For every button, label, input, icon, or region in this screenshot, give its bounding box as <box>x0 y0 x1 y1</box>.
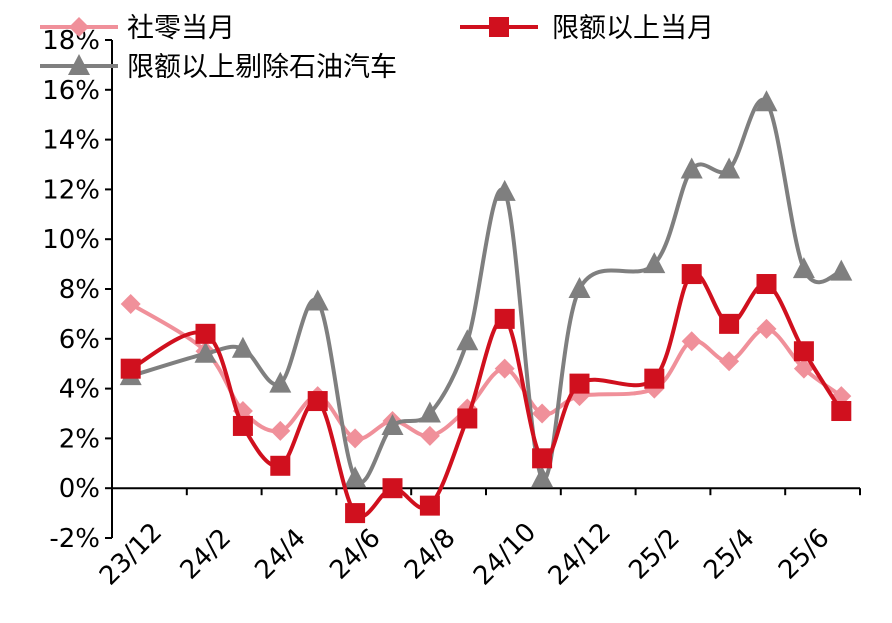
data-point <box>793 358 814 379</box>
data-point <box>831 401 852 422</box>
legend-label: 限额以上当月 <box>552 13 714 44</box>
data-point <box>644 368 665 389</box>
data-point <box>457 408 478 429</box>
data-point <box>756 318 777 339</box>
data-point <box>345 503 366 524</box>
x-tick-label: 24/6 <box>324 523 387 586</box>
data-point <box>531 466 554 488</box>
data-point <box>681 331 702 352</box>
data-point <box>456 329 479 351</box>
data-point <box>494 308 515 329</box>
legend-swatch-marker <box>489 17 509 37</box>
y-tick-label: 12% <box>42 175 100 205</box>
legend-label: 限额以上剔除石油汽车 <box>127 52 397 83</box>
data-point <box>419 495 440 516</box>
data-point <box>494 358 515 379</box>
y-tick-label: 14% <box>42 126 100 156</box>
data-point <box>719 351 740 372</box>
data-point <box>793 341 814 362</box>
x-tick-label: 24/8 <box>399 523 462 586</box>
legend-swatch-marker <box>68 54 90 75</box>
x-tick-label: 25/6 <box>773 523 836 586</box>
data-point <box>306 289 329 311</box>
data-point <box>419 425 440 446</box>
data-point <box>381 413 404 435</box>
x-tick-label: 24/4 <box>249 523 312 586</box>
data-point <box>120 358 141 379</box>
data-point <box>568 277 591 298</box>
x-tick-label: 24/2 <box>175 523 238 586</box>
series-line <box>129 271 843 519</box>
data-point <box>307 391 328 412</box>
data-point <box>232 415 253 436</box>
data-point <box>120 293 141 314</box>
series-1 <box>120 264 852 524</box>
data-point <box>719 313 740 334</box>
data-point <box>269 371 292 393</box>
x-tick-label: 24/12 <box>543 517 617 591</box>
y-tick-label: 6% <box>59 325 100 355</box>
data-point <box>382 478 403 499</box>
data-point <box>270 455 291 476</box>
data-point <box>830 259 853 281</box>
data-point <box>569 373 590 394</box>
series-layer <box>119 90 853 524</box>
data-point <box>493 179 516 201</box>
series-2 <box>119 90 853 488</box>
data-point <box>195 323 216 344</box>
legend-item: 限额以上剔除石油汽车 <box>40 52 397 83</box>
series-0 <box>120 293 852 449</box>
legend-label: 社零当月 <box>127 13 235 44</box>
x-tick-label: 23/12 <box>94 517 168 591</box>
y-tick-label: 8% <box>59 275 100 305</box>
data-point <box>345 428 366 449</box>
y-tick-label: 18% <box>42 26 100 56</box>
data-point <box>681 264 702 285</box>
data-point <box>643 252 666 274</box>
x-tick-label: 25/2 <box>623 523 686 586</box>
legend-swatch-marker <box>69 17 89 37</box>
y-tick-label: 4% <box>59 375 100 405</box>
data-point <box>344 466 367 488</box>
data-point <box>194 341 217 363</box>
data-point <box>792 257 815 279</box>
data-point <box>756 274 777 295</box>
data-point <box>755 90 778 112</box>
legend-item: 限额以上当月 <box>460 13 714 44</box>
data-point <box>270 420 291 441</box>
legend-item: 社零当月 <box>40 13 235 44</box>
y-tick-label: 0% <box>59 474 100 504</box>
data-point <box>532 448 553 469</box>
x-tick-label: 24/10 <box>468 517 542 591</box>
y-tick-label: 16% <box>42 76 100 106</box>
data-point <box>418 401 441 423</box>
y-tick-label: 2% <box>59 424 100 454</box>
data-point <box>231 336 254 358</box>
data-point <box>718 157 741 179</box>
data-point <box>680 157 703 179</box>
y-tick-label: 10% <box>42 225 100 255</box>
axes: -2%0%2%4%6%8%10%12%14%16%18%23/12 24/2 24/… <box>42 26 861 591</box>
x-tick-label: 25/4 <box>698 523 761 586</box>
data-point <box>532 403 553 424</box>
y-tick-label: -2% <box>49 524 100 554</box>
